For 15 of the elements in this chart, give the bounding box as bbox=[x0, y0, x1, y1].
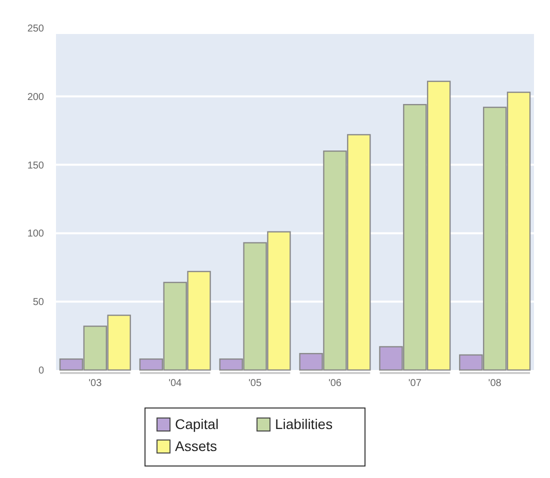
x-tick-label: '05 bbox=[248, 378, 262, 389]
y-tick-label: 150 bbox=[27, 160, 44, 172]
y-tick-label: 0 bbox=[38, 366, 44, 376]
y-tick-label: 250 bbox=[27, 24, 44, 34]
y-tick-label: 50 bbox=[32, 297, 44, 308]
legend-label: Assets bbox=[175, 438, 218, 454]
y-tick-label: 200 bbox=[27, 92, 44, 103]
x-tick-label: '08 bbox=[488, 378, 502, 389]
x-tick-label: '06 bbox=[328, 378, 342, 389]
x-tick-label: '03 bbox=[88, 378, 102, 389]
legend-label: Capital bbox=[175, 416, 219, 432]
legend-label: Liabilities bbox=[275, 416, 333, 432]
x-tick-label: '04 bbox=[168, 378, 182, 389]
y-tick-label: 100 bbox=[27, 228, 44, 240]
x-tick-label: '07 bbox=[408, 378, 422, 389]
